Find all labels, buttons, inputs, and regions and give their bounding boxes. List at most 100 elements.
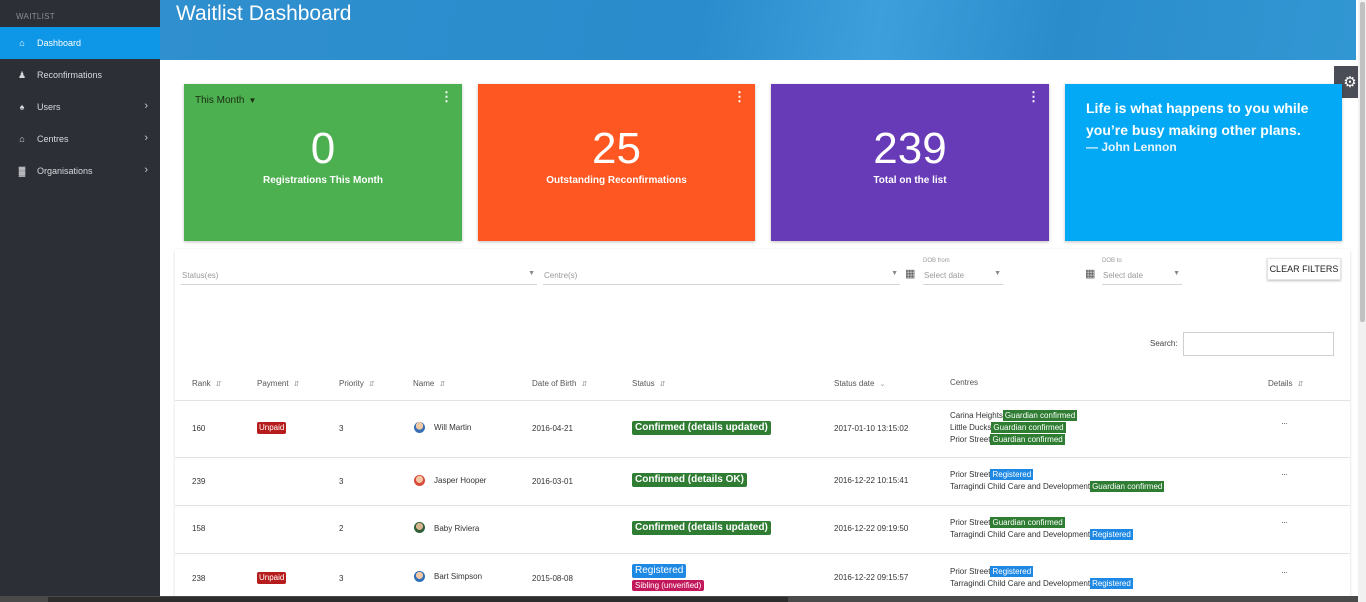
details-button[interactable]: ··· <box>1281 418 1288 428</box>
name-cell[interactable]: Jasper Hooper <box>434 476 487 485</box>
sort-icon: ⇵ <box>581 381 588 388</box>
column-header-priority[interactable]: Priority ⇵ <box>339 379 375 388</box>
centre-status-tag: Guardian confirmed <box>1002 410 1078 421</box>
rank-cell: 160 <box>192 424 206 433</box>
centre-status-tag: Registered <box>990 469 1034 480</box>
caret-down-icon: ▼ <box>891 270 898 277</box>
unpaid-badge: Unpaid <box>257 572 287 584</box>
quote-author: — John Lennon <box>1086 140 1177 154</box>
sidebar-item-label: Reconfirmations <box>37 70 103 80</box>
search-input[interactable] <box>1183 332 1334 356</box>
quote-card: Life is what happens to you while you’re… <box>1065 84 1342 241</box>
divider <box>175 400 1350 401</box>
caret-down-icon: ▼ <box>1173 270 1180 277</box>
sidebar-item-label: Dashboard <box>37 38 82 48</box>
unpaid-badge: Unpaid <box>257 422 287 434</box>
users-icon: ♠ <box>19 102 25 112</box>
sort-desc-icon: ⌄ <box>879 381 886 388</box>
column-label: Date of Birth <box>532 379 577 388</box>
column-header-status-date[interactable]: Status date ⌄ <box>834 379 885 388</box>
caret-down-icon: ▼ <box>248 96 257 105</box>
horizontal-scrollbar-thumb[interactable] <box>48 597 788 602</box>
centre-status-tag: Guardian confirmed <box>990 434 1065 445</box>
centres-cell: Prior Street Registered Tarragindi Child … <box>950 469 1165 493</box>
centre-name: Prior Street <box>950 518 991 527</box>
reconfirmations-label: Outstanding Reconfirmations <box>546 175 687 186</box>
centre-status-tag: Guardian confirmed <box>991 422 1066 433</box>
status-date-cell: 2016-12-22 09:19:50 <box>834 524 909 533</box>
total-label: Total on the list <box>873 175 947 186</box>
building-icon: ▓ <box>18 166 26 176</box>
column-header-payment[interactable]: Payment ⇵ <box>257 379 299 388</box>
sort-icon: ⇵ <box>368 381 375 388</box>
name-cell[interactable]: Will Martin <box>434 423 472 432</box>
avatar <box>414 571 425 582</box>
dob-to-placeholder: Select date <box>1103 271 1144 280</box>
sort-icon: ⇵ <box>1297 381 1304 388</box>
chevron-right-icon: › <box>144 132 148 144</box>
details-button[interactable]: ··· <box>1281 567 1288 577</box>
chevron-right-icon: › <box>144 100 148 112</box>
centre-status-tag: Registered <box>990 566 1034 577</box>
more-vert-icon[interactable]: ⋮ <box>1027 89 1040 104</box>
sort-icon: ⇵ <box>293 381 300 388</box>
column-label: Centres <box>950 378 979 387</box>
centres-cell: Carina Heights Guardian confirmed Little … <box>950 410 1078 446</box>
vertical-scrollbar-thumb[interactable] <box>1360 2 1365 322</box>
column-label: Payment <box>257 379 289 388</box>
more-vert-icon[interactable]: ⋮ <box>440 89 453 104</box>
avatar <box>414 475 425 486</box>
rank-cell: 239 <box>192 477 206 486</box>
name-cell[interactable]: Baby Riviera <box>434 524 480 533</box>
column-header-details[interactable]: Details ⇵ <box>1268 379 1303 388</box>
period-label: This Month <box>195 95 245 106</box>
registrations-count: 0 <box>310 124 336 173</box>
avatar <box>414 522 425 533</box>
search-label: Search: <box>1150 339 1178 348</box>
dob-from-input[interactable]: Select date ▼ <box>923 265 1003 285</box>
caret-down-icon: ▼ <box>994 270 1001 277</box>
priority-cell: 2 <box>339 524 344 533</box>
more-vert-icon[interactable]: ⋮ <box>733 89 746 104</box>
column-header-name[interactable]: Name ⇵ <box>413 379 445 388</box>
sidebar-item-users[interactable]: ♠ Users › <box>0 91 160 123</box>
sort-icon: ⇵ <box>215 381 222 388</box>
calendar-icon[interactable]: ▦ <box>1085 268 1096 280</box>
caret-down-icon: ▼ <box>528 270 535 277</box>
column-label: Status date <box>834 379 875 388</box>
sidebar-item-organisations[interactable]: ▓ Organisations › <box>0 155 160 187</box>
centre-name: Tarragindi Child Care and Development <box>950 482 1091 491</box>
status-date-cell: 2016-12-22 10:15:41 <box>834 476 909 485</box>
sidebar-item-dashboard[interactable]: ⌂ Dashboard <box>0 27 160 59</box>
dob-to-input[interactable]: Select date ▼ <box>1102 265 1182 285</box>
divider <box>175 553 1350 554</box>
priority-cell: 3 <box>339 477 344 486</box>
column-header-dob[interactable]: Date of Birth ⇵ <box>532 379 587 388</box>
priority-cell: 3 <box>339 574 344 583</box>
status-badge: Registered <box>632 564 687 578</box>
sidebar-item-reconfirmations[interactable]: ♟ Reconfirmations <box>0 59 160 91</box>
rank-cell: 238 <box>192 574 206 583</box>
centre-filter-placeholder: Centre(s) <box>544 271 578 280</box>
reconfirmations-card: ⋮ 25 Outstanding Reconfirmations <box>478 84 755 241</box>
calendar-icon[interactable]: ▦ <box>905 268 916 280</box>
details-button[interactable]: ··· <box>1281 469 1288 479</box>
column-header-rank[interactable]: Rank ⇵ <box>192 379 222 388</box>
status-filter[interactable]: Status(es) ▼ <box>181 265 537 285</box>
registrations-label: Registrations This Month <box>263 175 383 186</box>
page-title: Waitlist Dashboard <box>176 2 352 25</box>
centre-name: Prior Street <box>950 435 991 444</box>
user-check-icon: ♟ <box>17 69 27 80</box>
clear-filters-button[interactable]: CLEAR FILTERS <box>1267 258 1341 280</box>
sidebar-item-label: Organisations <box>37 166 93 176</box>
name-cell[interactable]: Bart Simpson <box>434 572 483 581</box>
details-button[interactable]: ··· <box>1281 517 1288 527</box>
centre-filter[interactable]: Centre(s) ▼ <box>543 265 900 285</box>
sidebar-item-centres[interactable]: ⌂ Centres › <box>0 123 160 155</box>
centre-status-tag: Registered <box>1090 578 1133 589</box>
period-dropdown[interactable]: This Month ▼ <box>195 95 256 106</box>
status-badge: Confirmed (details updated) <box>632 521 771 535</box>
sidebar-item-label: Users <box>37 102 61 112</box>
column-header-status[interactable]: Status ⇵ <box>632 379 666 388</box>
dob-from-placeholder: Select date <box>924 271 965 280</box>
